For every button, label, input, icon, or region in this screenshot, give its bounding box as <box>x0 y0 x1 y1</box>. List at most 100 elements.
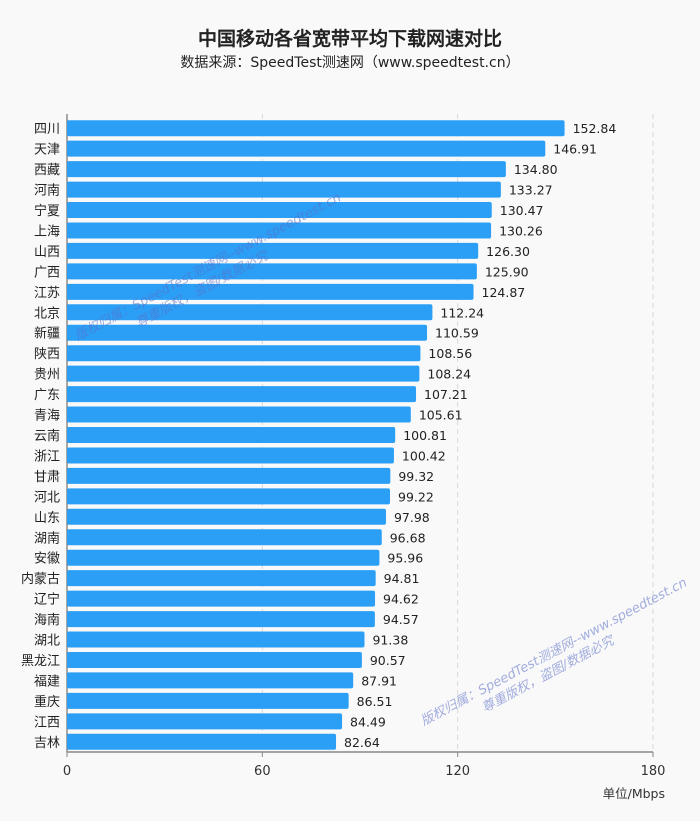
category-label: 四川 <box>34 122 60 137</box>
data-label: 152.84 <box>573 121 617 136</box>
category-label: 浙江 <box>34 449 60 464</box>
category-label: 广东 <box>34 388 60 403</box>
category-label: 河北 <box>34 490 60 505</box>
bar <box>67 570 376 587</box>
x-tick-label: 60 <box>254 764 271 779</box>
bar <box>67 733 337 750</box>
x-tick-label: 0 <box>63 764 71 779</box>
data-label: 82.64 <box>344 735 380 750</box>
category-label: 广西 <box>34 265 60 280</box>
data-label: 100.81 <box>403 428 447 443</box>
data-label: 107.21 <box>424 387 468 402</box>
bar <box>67 651 362 668</box>
category-label: 山东 <box>34 511 60 526</box>
bar <box>67 549 380 566</box>
bar <box>67 386 417 403</box>
data-label: 95.96 <box>387 551 423 566</box>
category-label: 湖北 <box>34 634 60 649</box>
data-label: 126.30 <box>486 244 530 259</box>
bar <box>67 427 396 443</box>
data-label: 90.57 <box>370 653 406 668</box>
bar <box>67 365 420 382</box>
data-label: 97.98 <box>394 510 430 525</box>
bar <box>67 345 421 362</box>
category-label: 甘肃 <box>34 470 60 485</box>
data-label: 91.38 <box>372 633 408 648</box>
data-label: 94.62 <box>383 592 419 607</box>
bar <box>67 304 433 321</box>
category-label: 江西 <box>34 715 60 730</box>
data-label: 146.91 <box>553 142 597 157</box>
data-label: 86.51 <box>357 694 393 709</box>
bar <box>67 529 382 546</box>
category-label: 宁夏 <box>34 203 60 219</box>
bar <box>67 406 411 423</box>
data-label: 96.68 <box>390 530 426 545</box>
bar <box>67 140 546 157</box>
data-label: 130.47 <box>500 203 544 218</box>
category-label: 上海 <box>34 224 60 239</box>
category-label: 北京 <box>34 306 60 321</box>
category-label: 河南 <box>34 183 60 199</box>
data-label: 94.81 <box>384 571 420 586</box>
category-label: 内蒙古 <box>21 571 60 587</box>
chart-subtitle: 数据来源：SpeedTest测速网（www.speedtest.cn） <box>180 55 520 71</box>
data-label: 94.57 <box>383 612 419 627</box>
category-label: 天津 <box>34 143 60 158</box>
category-label: 海南 <box>34 612 60 628</box>
data-label: 84.49 <box>350 714 386 729</box>
bar <box>67 161 506 178</box>
category-label: 青海 <box>34 409 60 424</box>
bar <box>67 692 349 709</box>
bar <box>67 508 386 525</box>
bar <box>67 467 391 484</box>
data-label: 99.32 <box>398 469 434 484</box>
category-label: 黑龙江 <box>21 654 60 669</box>
data-label: 134.80 <box>514 162 558 177</box>
x-tick-label: 180 <box>641 764 666 779</box>
category-label: 福建 <box>34 674 60 689</box>
bar <box>67 324 428 341</box>
category-label: 新疆 <box>34 326 60 342</box>
chart-title: 中国移动各省宽带平均下载网速对比 <box>197 28 502 50</box>
bar <box>67 488 391 505</box>
data-label: 133.27 <box>509 183 553 198</box>
bar <box>67 283 474 300</box>
category-label: 云南 <box>34 428 60 444</box>
category-label: 江苏 <box>34 285 60 301</box>
x-axis-label: 单位/Mbps <box>603 786 665 801</box>
bar <box>67 672 354 689</box>
data-label: 99.22 <box>398 489 434 504</box>
category-label: 重庆 <box>34 694 60 710</box>
data-label: 112.24 <box>440 305 484 320</box>
bar <box>67 202 492 219</box>
bar <box>67 181 501 198</box>
bar <box>67 611 375 628</box>
data-label: 108.56 <box>428 346 472 361</box>
x-tick-label: 120 <box>445 764 470 779</box>
category-label: 湖南 <box>34 530 60 546</box>
bar <box>67 631 365 648</box>
bar <box>67 263 477 280</box>
category-label: 陕西 <box>34 347 60 362</box>
category-label: 吉林 <box>34 736 60 751</box>
bar <box>67 242 479 259</box>
bar <box>67 590 376 607</box>
data-label: 130.26 <box>499 223 543 238</box>
data-label: 100.42 <box>402 448 446 463</box>
data-label: 105.61 <box>419 408 463 423</box>
category-label: 安徽 <box>34 552 60 567</box>
bar <box>67 713 343 730</box>
bar <box>67 120 565 137</box>
category-label: 辽宁 <box>34 592 60 608</box>
category-label: 山西 <box>34 245 60 260</box>
bar <box>67 447 394 464</box>
data-label: 110.59 <box>435 326 479 341</box>
data-label: 87.91 <box>361 673 397 688</box>
data-label: 124.87 <box>482 285 526 300</box>
bar <box>67 222 492 239</box>
data-label: 125.90 <box>485 264 529 279</box>
data-label: 108.24 <box>427 367 471 382</box>
category-label: 西藏 <box>34 163 60 178</box>
